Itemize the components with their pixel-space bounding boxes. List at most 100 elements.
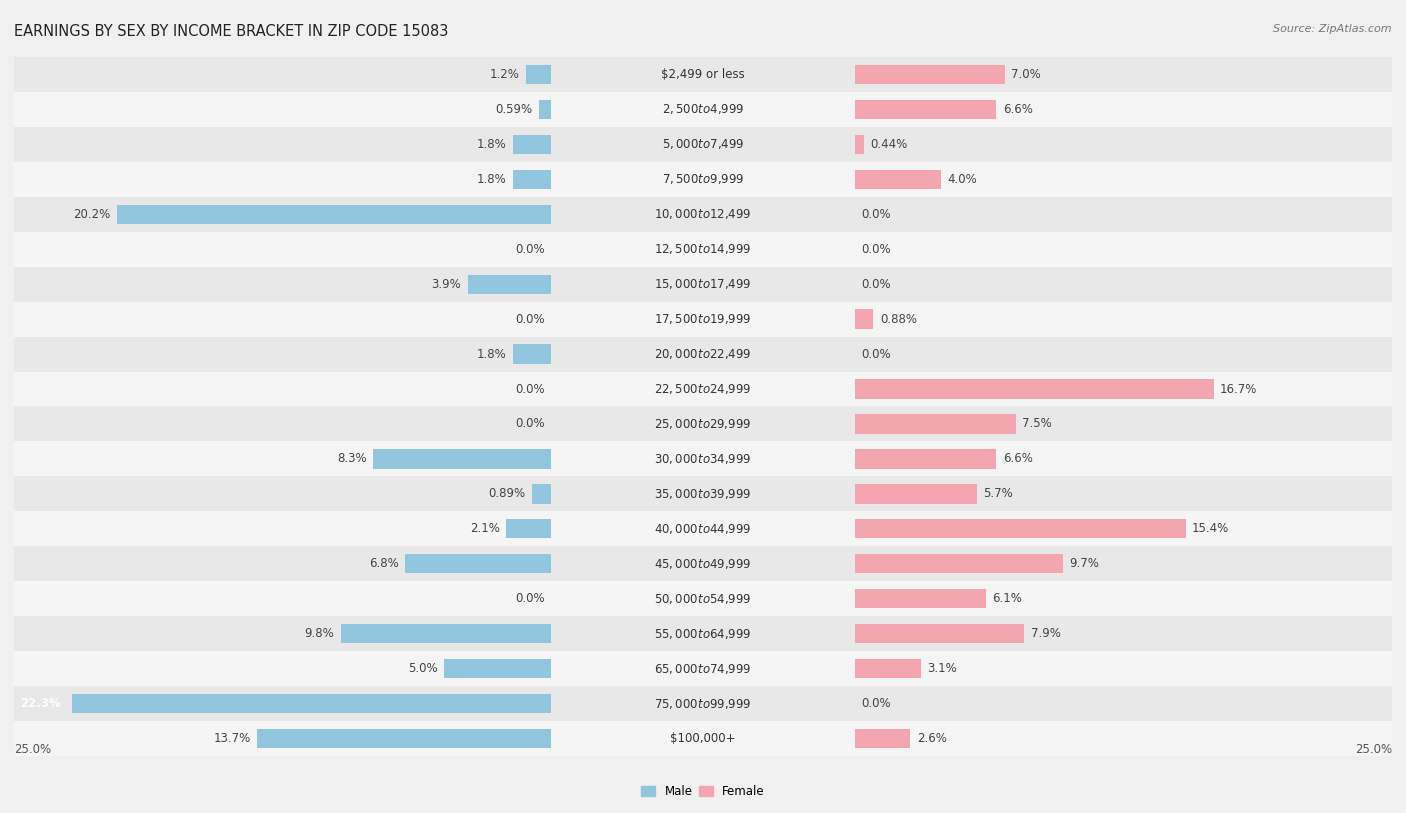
Text: 0.0%: 0.0%: [516, 243, 546, 255]
Bar: [14, 267, 551, 302]
Text: 1.8%: 1.8%: [477, 348, 506, 360]
Bar: [444, 659, 551, 678]
Bar: [855, 589, 986, 608]
Text: $75,000 to $99,999: $75,000 to $99,999: [654, 697, 752, 711]
Text: 5.0%: 5.0%: [408, 663, 437, 675]
Bar: [551, 57, 855, 92]
Bar: [551, 197, 855, 232]
Bar: [14, 686, 551, 721]
Bar: [551, 372, 855, 406]
Bar: [855, 729, 911, 748]
Bar: [855, 170, 941, 189]
Text: 1.2%: 1.2%: [489, 68, 519, 80]
Text: $35,000 to $39,999: $35,000 to $39,999: [654, 487, 752, 501]
Bar: [855, 624, 1025, 643]
Bar: [14, 476, 551, 511]
Bar: [855, 197, 1392, 232]
Bar: [14, 92, 551, 127]
Bar: [373, 450, 551, 468]
Bar: [513, 345, 551, 363]
Text: 2.6%: 2.6%: [917, 733, 946, 745]
Text: 0.0%: 0.0%: [860, 208, 890, 220]
Text: $55,000 to $64,999: $55,000 to $64,999: [654, 627, 752, 641]
Text: $12,500 to $14,999: $12,500 to $14,999: [654, 242, 752, 256]
Text: 25.0%: 25.0%: [14, 743, 51, 756]
Text: 6.8%: 6.8%: [368, 558, 399, 570]
Bar: [551, 651, 855, 686]
Text: $15,000 to $17,499: $15,000 to $17,499: [654, 277, 752, 291]
Text: $5,000 to $7,499: $5,000 to $7,499: [662, 137, 744, 151]
Bar: [855, 581, 1392, 616]
Text: $17,500 to $19,999: $17,500 to $19,999: [654, 312, 752, 326]
Bar: [551, 546, 855, 581]
Bar: [855, 485, 977, 503]
Bar: [551, 267, 855, 302]
Bar: [14, 511, 551, 546]
Text: $45,000 to $49,999: $45,000 to $49,999: [654, 557, 752, 571]
Text: 3.9%: 3.9%: [432, 278, 461, 290]
Bar: [14, 721, 551, 756]
Bar: [855, 520, 1185, 538]
Bar: [14, 127, 551, 162]
Bar: [855, 162, 1392, 197]
Bar: [14, 651, 551, 686]
Bar: [855, 721, 1392, 756]
Bar: [855, 65, 1005, 84]
Text: EARNINGS BY SEX BY INCOME BRACKET IN ZIP CODE 15083: EARNINGS BY SEX BY INCOME BRACKET IN ZIP…: [14, 24, 449, 39]
Bar: [117, 205, 551, 224]
Bar: [855, 651, 1392, 686]
Bar: [855, 57, 1392, 92]
Bar: [855, 232, 1392, 267]
Bar: [14, 546, 551, 581]
Bar: [14, 406, 551, 441]
Text: 6.1%: 6.1%: [993, 593, 1022, 605]
Text: 1.8%: 1.8%: [477, 173, 506, 185]
Text: $7,500 to $9,999: $7,500 to $9,999: [662, 172, 744, 186]
Bar: [14, 302, 551, 337]
Bar: [513, 170, 551, 189]
Bar: [855, 302, 1392, 337]
Text: 22.3%: 22.3%: [21, 698, 62, 710]
Bar: [855, 546, 1392, 581]
Text: Source: ZipAtlas.com: Source: ZipAtlas.com: [1274, 24, 1392, 34]
Bar: [538, 100, 551, 119]
Bar: [551, 511, 855, 546]
Bar: [855, 92, 1392, 127]
Bar: [551, 406, 855, 441]
Bar: [72, 694, 551, 713]
Bar: [14, 57, 551, 92]
Text: $50,000 to $54,999: $50,000 to $54,999: [654, 592, 752, 606]
Text: 6.6%: 6.6%: [1002, 103, 1033, 115]
Bar: [526, 65, 551, 84]
Text: $30,000 to $34,999: $30,000 to $34,999: [654, 452, 752, 466]
Text: 25.0%: 25.0%: [1355, 743, 1392, 756]
Bar: [855, 135, 865, 154]
Text: 0.0%: 0.0%: [860, 348, 890, 360]
Bar: [855, 127, 1392, 162]
Legend: Male, Female: Male, Female: [637, 780, 769, 803]
Text: 20.2%: 20.2%: [73, 208, 111, 220]
Bar: [14, 441, 551, 476]
Bar: [551, 162, 855, 197]
Text: 13.7%: 13.7%: [214, 733, 250, 745]
Text: 6.6%: 6.6%: [1002, 453, 1033, 465]
Text: $100,000+: $100,000+: [671, 733, 735, 745]
Text: 8.3%: 8.3%: [337, 453, 367, 465]
Bar: [551, 686, 855, 721]
Text: 0.0%: 0.0%: [860, 278, 890, 290]
Text: $40,000 to $44,999: $40,000 to $44,999: [654, 522, 752, 536]
Bar: [551, 476, 855, 511]
Bar: [14, 616, 551, 651]
Bar: [14, 162, 551, 197]
Bar: [855, 659, 921, 678]
Text: 15.4%: 15.4%: [1192, 523, 1229, 535]
Bar: [855, 310, 873, 328]
Bar: [855, 616, 1392, 651]
Bar: [14, 337, 551, 372]
Text: 7.9%: 7.9%: [1031, 628, 1060, 640]
Text: 5.7%: 5.7%: [984, 488, 1014, 500]
Bar: [855, 337, 1392, 372]
Text: 9.7%: 9.7%: [1070, 558, 1099, 570]
Bar: [855, 380, 1213, 398]
Text: 0.88%: 0.88%: [880, 313, 917, 325]
